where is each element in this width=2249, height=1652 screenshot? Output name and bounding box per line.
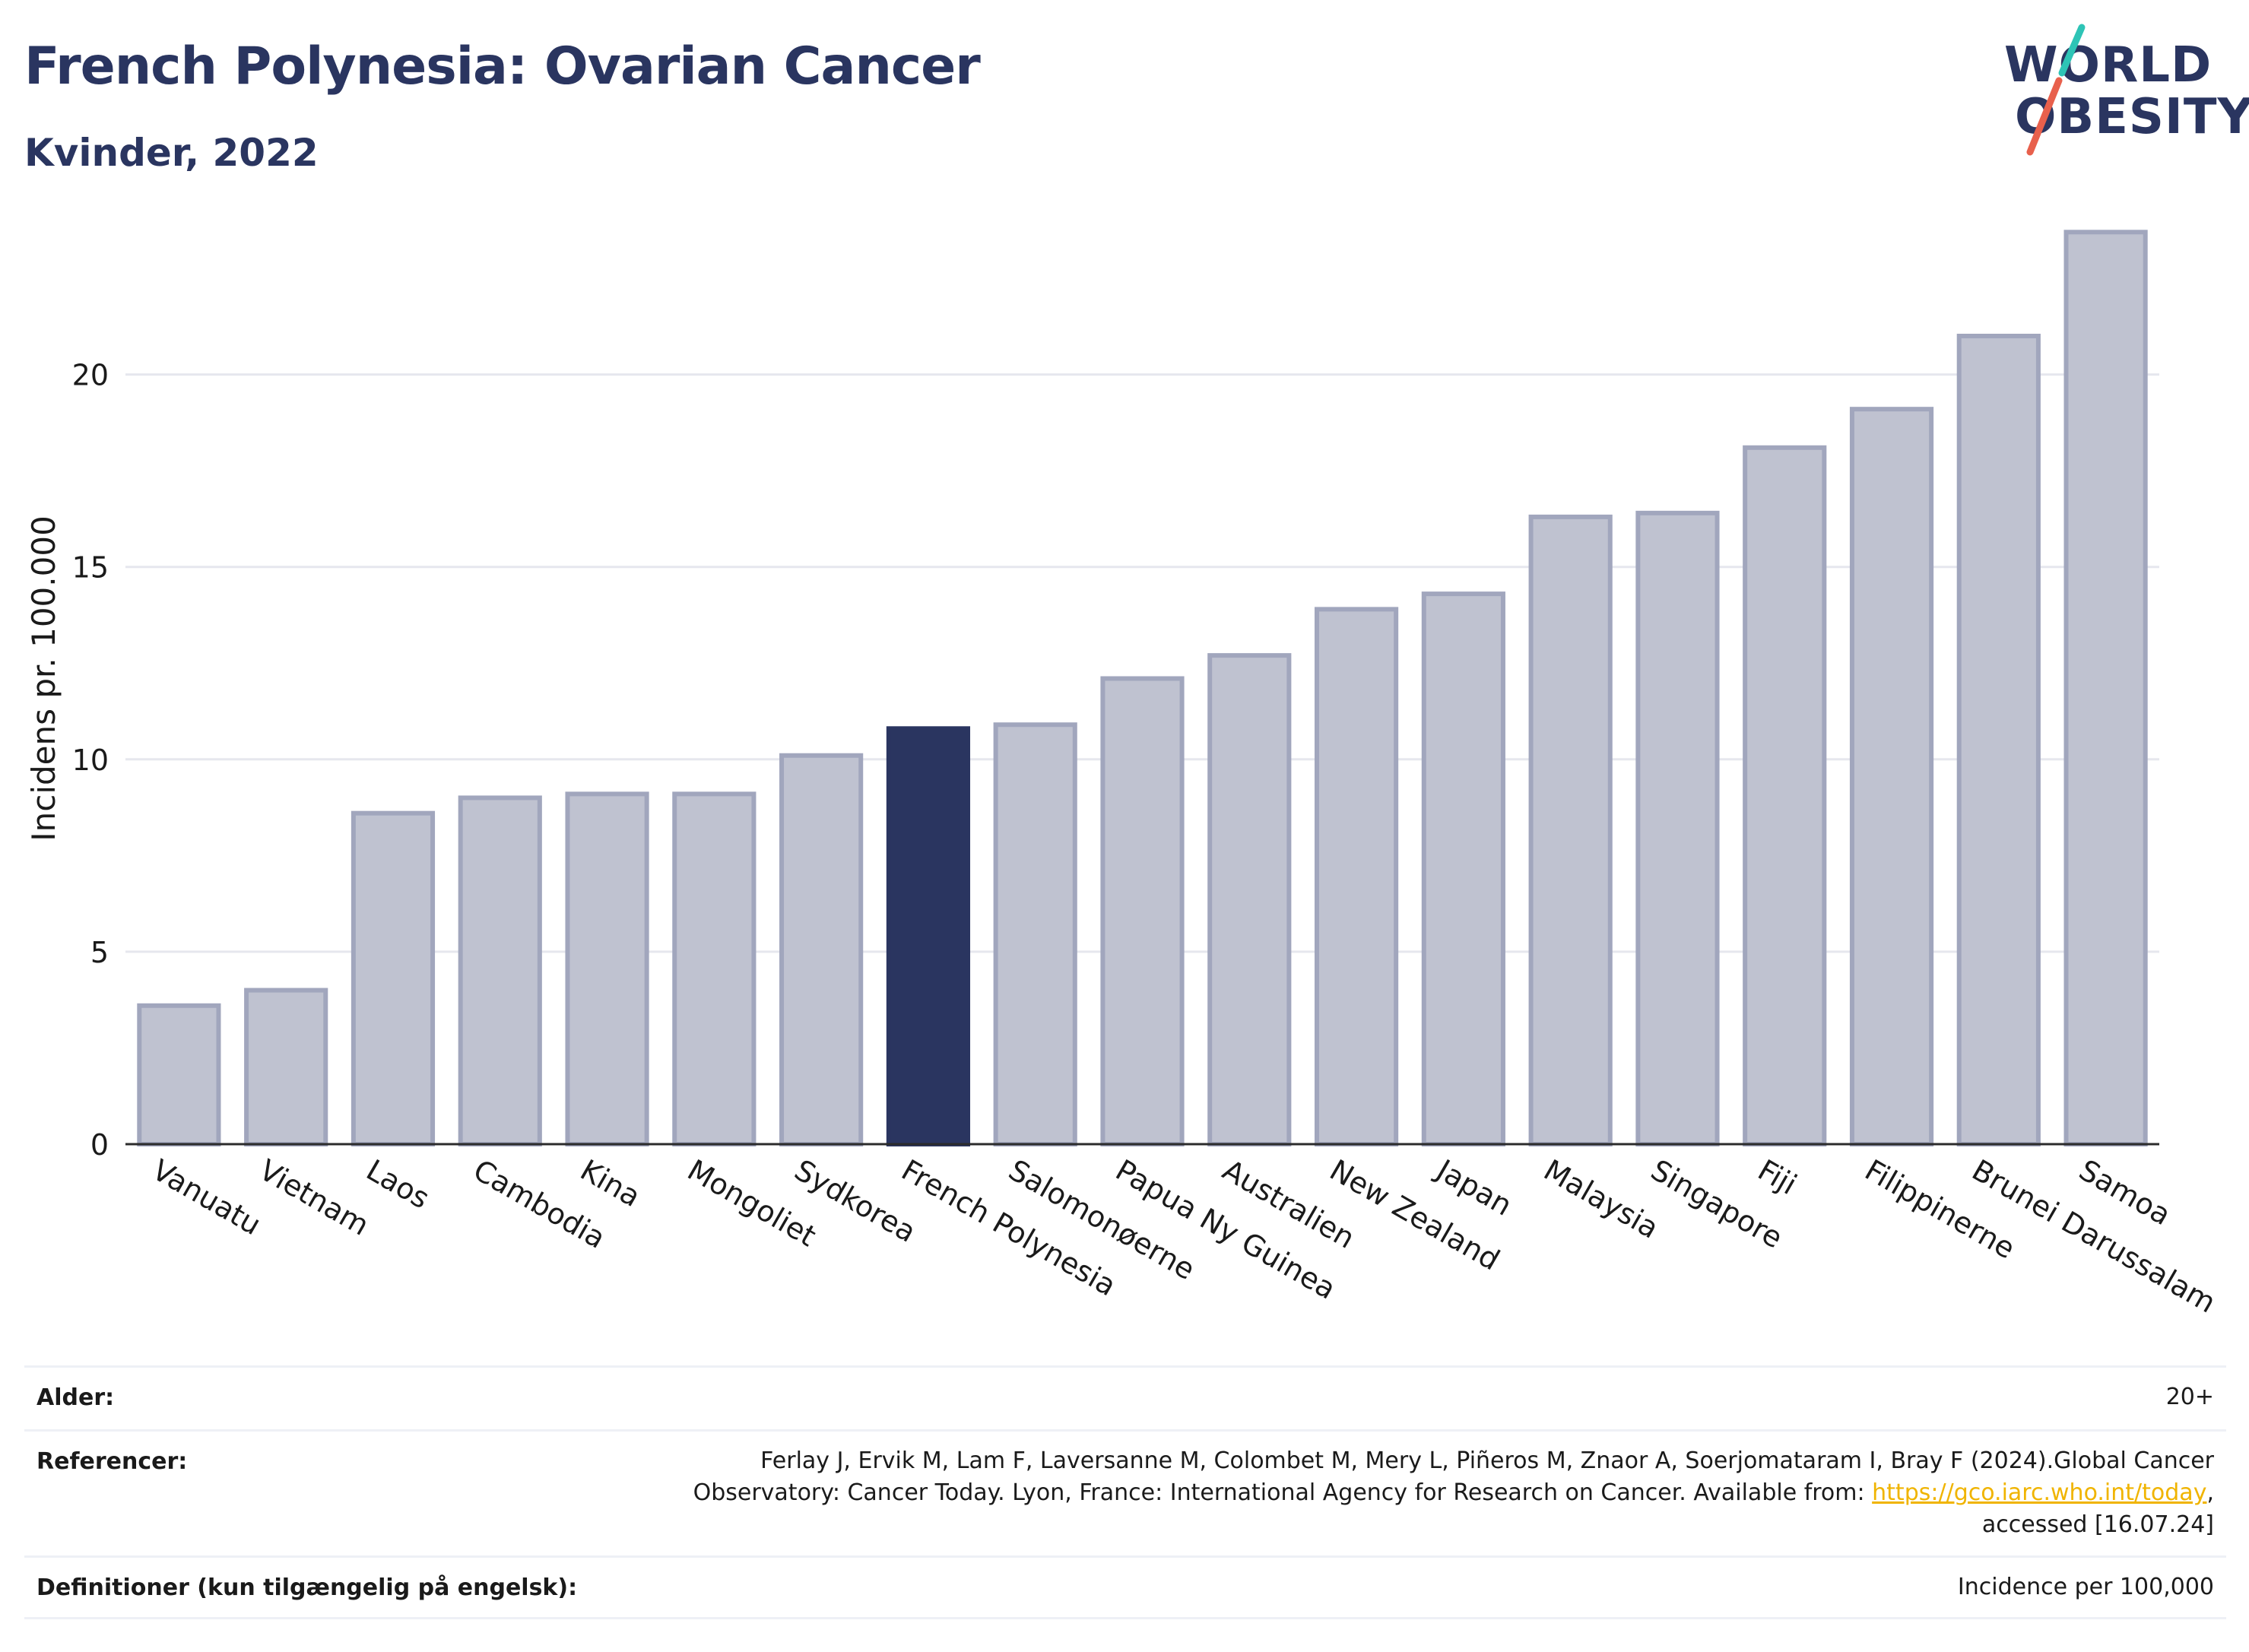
bar: [351, 810, 436, 1146]
y-tick-label: 15: [72, 551, 109, 585]
chart-title: French Polynesia: Ovarian Cancer: [24, 36, 981, 97]
logo-slash-icon: [2026, 24, 2086, 156]
info-row-definitions: Definitioner (kun tilgængelig på engelsk…: [24, 1555, 2226, 1619]
bar: [1743, 445, 1827, 1146]
bar: [458, 795, 542, 1147]
reference-line-2-end: ,: [2206, 1479, 2214, 1506]
reference-line-2-text: Observatory: Cancer Today. Lyon, France:…: [693, 1479, 1873, 1506]
y-axis-label: Incidens pr. 100.000: [25, 515, 62, 842]
bar: [672, 791, 757, 1146]
reference-line-2: Observatory: Cancer Today. Lyon, France:…: [693, 1477, 2214, 1509]
bar: [137, 1003, 221, 1146]
world-obesity-logo: WORLD OBESITY: [1992, 23, 2249, 160]
bar: [779, 753, 864, 1147]
age-label: Alder:: [36, 1384, 115, 1411]
bar: [1421, 591, 1505, 1146]
bar: [993, 722, 1077, 1146]
bar: [2063, 230, 2148, 1146]
bar: [1849, 407, 1934, 1147]
info-row-references: Referencer: Ferlay J, Ervik M, Lam F, La…: [24, 1429, 2226, 1555]
references-label: Referencer:: [36, 1448, 188, 1475]
bar: [244, 988, 328, 1146]
definitions-value: Incidence per 100,000: [1957, 1574, 2214, 1600]
bar: [1528, 514, 1613, 1147]
bar: [1314, 607, 1399, 1146]
reference-line-3: accessed [16.07.24]: [1981, 1511, 2214, 1538]
bar-chart: 0 5 10 15 20 Incidens pr. 100.000 VanuatuVietn…: [25, 230, 2222, 1320]
info-row-age: Alder: 20+: [24, 1365, 2226, 1429]
references-value: Ferlay J, Ervik M, Lam F, Laversanne M, …: [693, 1445, 2214, 1541]
y-tick-label: 20: [72, 359, 109, 392]
reference-line-1: Ferlay J, Ervik M, Lam F, Laversanne M, …: [760, 1447, 2214, 1474]
bar: [1100, 676, 1185, 1146]
x-tick-label: Vietnam: [254, 1153, 375, 1242]
bar: [1956, 333, 2041, 1146]
chart-subtitle: Kvinder, 2022: [24, 131, 319, 175]
x-tick-label: Laos: [360, 1153, 435, 1216]
bar: [565, 791, 649, 1146]
x-tick-label: Malaysia: [1538, 1153, 1664, 1245]
logo-line1: WORLD: [2004, 37, 2213, 94]
x-tick-label: Kina: [575, 1153, 646, 1214]
bar: [886, 726, 971, 1146]
y-tick-label: 0: [90, 1128, 109, 1162]
y-tick-label: 10: [72, 744, 109, 777]
x-tick-label: Fiji: [1753, 1153, 1803, 1201]
y-tick-label: 5: [90, 936, 109, 969]
bar: [1635, 510, 1720, 1146]
bar: [1207, 653, 1292, 1146]
reference-link[interactable]: https://gco.iarc.who.int/today: [1872, 1479, 2207, 1506]
x-tick-label: Vanuatu: [147, 1153, 267, 1241]
definitions-label: Definitioner (kun tilgængelig på engelsk…: [36, 1574, 578, 1601]
age-value: 20+: [2165, 1384, 2214, 1410]
